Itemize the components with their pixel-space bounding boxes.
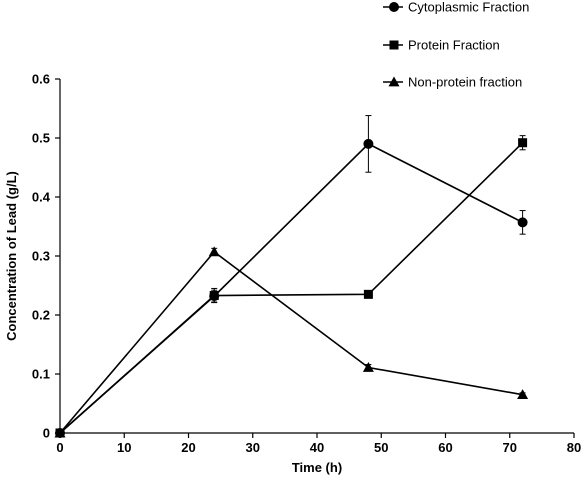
data-point-circle	[517, 217, 528, 228]
y-tick-label: 0.4	[32, 190, 51, 205]
data-point-triangle	[517, 389, 529, 400]
y-ticks: 0 0.1 0.2 0.3 0.4 0.5 0.6	[32, 72, 60, 441]
series-square	[55, 135, 528, 438]
legend-label: Protein Fraction	[408, 38, 500, 53]
legend: Cytoplasmic Fraction Protein Fraction Non-…	[383, 0, 529, 90]
x-ticks: 0 10 20 30 40 50 60 70 80	[56, 433, 581, 455]
series-circle	[55, 115, 528, 438]
x-tick-label: 80	[567, 440, 581, 455]
legend-item: Non-protein fraction	[383, 75, 522, 90]
data-point-circle	[363, 138, 374, 149]
x-tick-label: 70	[503, 440, 517, 455]
data-point-triangle	[388, 76, 400, 87]
data-point-triangle	[208, 246, 220, 257]
data-point-triangle	[362, 362, 374, 372]
x-tick-label: 10	[117, 440, 131, 455]
y-tick-label: 0.2	[32, 308, 50, 323]
data-point-square	[209, 291, 219, 301]
data-point-triangle	[54, 427, 66, 438]
legend-item: Cytoplasmic Fraction	[383, 0, 529, 15]
data-point-square	[518, 138, 528, 148]
series-triangle	[54, 246, 529, 438]
x-tick-label: 50	[374, 440, 388, 455]
y-tick-label: 0.3	[32, 249, 50, 264]
y-tick-label: 0.1	[32, 367, 50, 382]
series-line	[59, 142, 524, 434]
data-point-square	[389, 40, 399, 50]
x-tick-label: 40	[310, 440, 324, 455]
series-layer	[54, 115, 529, 438]
y-tick-label: 0.6	[32, 72, 50, 87]
y-tick-label: 0	[43, 426, 50, 441]
legend-item: Protein Fraction	[383, 38, 500, 53]
x-tick-label: 60	[438, 440, 452, 455]
x-tick-label: 0	[56, 440, 63, 455]
y-tick-label: 0.5	[32, 131, 50, 146]
x-tick-label: 30	[246, 440, 260, 455]
legend-label: Non-protein fraction	[408, 75, 522, 90]
data-point-square	[363, 289, 373, 299]
legend-label: Cytoplasmic Fraction	[408, 0, 529, 15]
y-axis-title: Concentration of Lead (g/L)	[4, 171, 19, 341]
series-line	[59, 250, 523, 434]
x-axis-title: Time (h)	[292, 460, 342, 475]
x-tick-label: 20	[181, 440, 195, 455]
data-point-circle	[389, 2, 399, 12]
axes: 0 10 20 30 40 50 60 70 80 0 0.1 0.2 0.3 0.4 0.5 0.6	[32, 72, 581, 456]
series-line	[59, 142, 523, 434]
